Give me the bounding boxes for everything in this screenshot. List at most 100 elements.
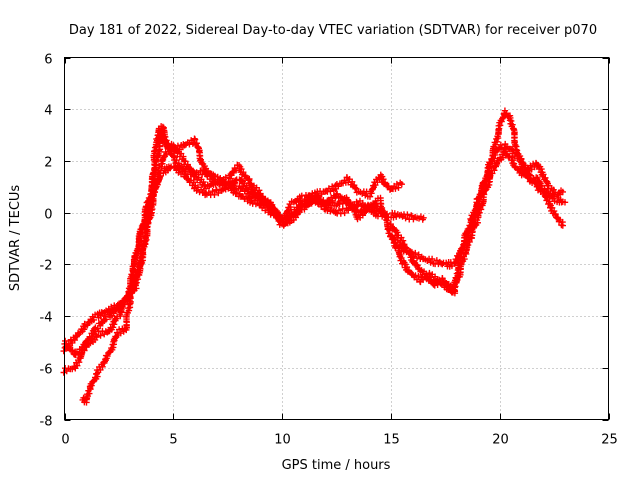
series-3 [61, 163, 384, 359]
data-point [115, 326, 123, 333]
data-point [86, 390, 93, 397]
data-point [240, 168, 247, 176]
data-point [493, 138, 501, 145]
data-point [395, 184, 402, 191]
data-point [99, 363, 106, 370]
data-point [191, 136, 199, 143]
data-point [507, 114, 514, 122]
axis-ticks: 0 5 10 15 20 25 -8 -6 -4 -2 0 2 4 6 [40, 53, 618, 448]
data-point [538, 165, 545, 173]
data-point [450, 286, 457, 293]
x-tick-label: 25 [601, 433, 618, 448]
data-point [222, 174, 229, 181]
data-point [129, 263, 137, 270]
x-tick-label: 5 [169, 433, 177, 448]
data-point [500, 148, 507, 156]
x-tick-label: 10 [274, 433, 291, 448]
data-points [60, 107, 569, 406]
y-tick-label: -2 [40, 259, 53, 274]
data-point [109, 324, 117, 331]
data-point [250, 190, 258, 198]
data-point [540, 171, 547, 178]
data-point [263, 201, 270, 208]
data-point [507, 117, 515, 125]
data-point [138, 228, 145, 236]
series-5 [388, 107, 567, 297]
data-point [439, 274, 446, 282]
data-point [185, 166, 193, 174]
data-point [71, 336, 78, 344]
data-point [242, 193, 250, 200]
data-point [215, 189, 222, 197]
data-point [190, 179, 197, 186]
data-point [308, 200, 315, 207]
data-point [466, 238, 473, 246]
data-point [197, 167, 204, 174]
data-point [135, 248, 142, 255]
y-tick-label: 4 [44, 104, 52, 119]
data-point [392, 185, 399, 192]
data-point [316, 197, 323, 204]
data-point [415, 273, 422, 280]
data-point [101, 312, 109, 320]
y-tick-label: 6 [44, 53, 52, 68]
data-point [163, 137, 170, 144]
y-tick-label: -6 [40, 363, 53, 378]
data-point [363, 207, 370, 215]
data-point [496, 122, 504, 129]
y-tick-label: -4 [40, 311, 53, 326]
data-point [364, 202, 371, 210]
data-point [398, 181, 405, 188]
plot-frame [64, 57, 609, 420]
data-point [268, 201, 276, 208]
data-point [403, 263, 411, 271]
data-point [380, 175, 387, 183]
data-point [561, 199, 569, 206]
data-point [198, 171, 206, 178]
data-point [104, 352, 111, 360]
data-point [413, 261, 420, 268]
data-point [439, 260, 446, 268]
data-point [534, 174, 541, 182]
data-point [341, 209, 348, 217]
data-point [391, 210, 398, 217]
data-point [412, 272, 419, 279]
data-point [127, 288, 134, 295]
data-point [97, 322, 104, 330]
data-point [211, 191, 218, 199]
data-point [461, 255, 468, 263]
y-axis-label: SDTVAR / TECUs [8, 185, 23, 292]
data-point [88, 382, 95, 389]
data-point [173, 156, 180, 164]
data-point [434, 281, 441, 289]
data-point [193, 140, 200, 147]
data-point [382, 211, 389, 218]
data-point [477, 206, 485, 213]
data-point [348, 178, 356, 186]
data-point [333, 190, 341, 198]
x-tick-label: 15 [383, 433, 400, 448]
x-tick-label: 20 [492, 433, 509, 448]
data-point [424, 273, 431, 280]
data-point [476, 209, 483, 216]
data-point [402, 244, 410, 251]
data-point [559, 188, 567, 196]
y-tick-label: -8 [40, 415, 53, 430]
data-point [125, 307, 133, 314]
data-point [154, 181, 161, 188]
data-point [120, 300, 127, 307]
data-point [81, 347, 88, 354]
data-point [366, 193, 374, 200]
y-tick-label: 2 [44, 156, 52, 171]
chart-title: Day 181 of 2022, Sidereal Day-to-day VTE… [69, 23, 597, 38]
data-point [97, 332, 104, 339]
data-point [420, 214, 427, 222]
data-point [162, 133, 169, 141]
data-point [83, 344, 90, 351]
data-point [184, 161, 191, 168]
data-point [74, 362, 81, 369]
data-point [182, 158, 189, 165]
data-point [133, 279, 140, 286]
data-point [60, 347, 67, 355]
data-point [542, 174, 549, 182]
